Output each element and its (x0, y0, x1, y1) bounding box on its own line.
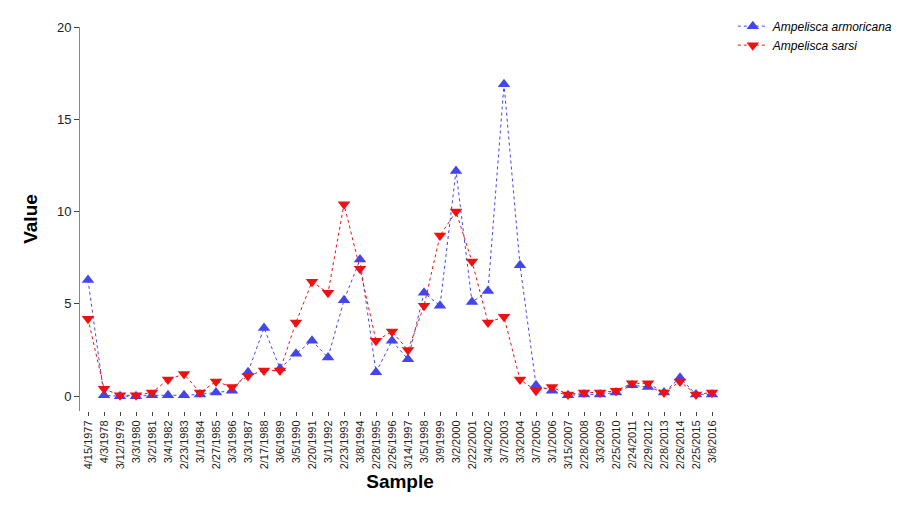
svg-text:3/3/2009: 3/3/2009 (594, 420, 606, 463)
svg-text:2/23/1983: 2/23/1983 (178, 420, 190, 469)
svg-text:3/4/1982: 3/4/1982 (162, 420, 174, 463)
svg-text:3/5/1998: 3/5/1998 (418, 420, 430, 463)
svg-text:3/5/1990: 3/5/1990 (290, 420, 302, 463)
svg-text:3/1/2006: 3/1/2006 (546, 420, 558, 463)
svg-text:2/28/1995: 2/28/1995 (370, 420, 382, 469)
svg-text:3/8/2016: 3/8/2016 (706, 420, 718, 463)
svg-text:3/3/2004: 3/3/2004 (514, 420, 526, 463)
svg-text:3/2/1981: 3/2/1981 (146, 420, 158, 463)
svg-text:Value: Value (20, 194, 41, 244)
svg-text:2/27/1985: 2/27/1985 (210, 420, 222, 469)
svg-text:20: 20 (57, 20, 71, 35)
svg-text:5: 5 (64, 296, 71, 311)
svg-text:4/3/1978: 4/3/1978 (98, 420, 110, 463)
svg-text:Ampelisca armoricana: Ampelisca armoricana (772, 20, 892, 34)
svg-text:Sample: Sample (366, 471, 434, 492)
svg-text:3/12/1979: 3/12/1979 (114, 420, 126, 469)
svg-text:4/15/1977: 4/15/1977 (82, 420, 94, 469)
svg-text:3/3/1986: 3/3/1986 (226, 420, 238, 463)
svg-text:3/14/1997: 3/14/1997 (402, 420, 414, 469)
svg-text:2/20/1991: 2/20/1991 (306, 420, 318, 469)
svg-text:2/25/2010: 2/25/2010 (610, 420, 622, 469)
svg-text:10: 10 (57, 204, 71, 219)
svg-text:3/7/2005: 3/7/2005 (530, 420, 542, 463)
svg-text:Ampelisca sarsi: Ampelisca sarsi (772, 39, 857, 53)
svg-text:3/7/2003: 3/7/2003 (498, 420, 510, 463)
svg-text:3/1/1984: 3/1/1984 (194, 420, 206, 463)
svg-text:2/28/2013: 2/28/2013 (658, 420, 670, 469)
svg-text:2/24/2011: 2/24/2011 (626, 420, 638, 468)
svg-text:3/4/2002: 3/4/2002 (482, 420, 494, 463)
svg-text:2/28/2008: 2/28/2008 (578, 420, 590, 469)
svg-text:3/1/1992: 3/1/1992 (322, 420, 334, 463)
svg-text:3/3/1987: 3/3/1987 (242, 420, 254, 463)
svg-text:3/9/1999: 3/9/1999 (434, 420, 446, 463)
svg-text:0: 0 (64, 389, 71, 404)
svg-text:3/3/1980: 3/3/1980 (130, 420, 142, 463)
svg-text:2/22/2001: 2/22/2001 (466, 420, 478, 469)
svg-text:15: 15 (57, 112, 71, 127)
svg-text:2/25/2015: 2/25/2015 (690, 420, 702, 469)
svg-text:3/6/1989: 3/6/1989 (274, 420, 286, 463)
svg-text:2/29/2012: 2/29/2012 (642, 420, 654, 469)
svg-text:2/26/1996: 2/26/1996 (386, 420, 398, 469)
svg-text:3/15/2007: 3/15/2007 (562, 420, 574, 469)
svg-text:3/2/2000: 3/2/2000 (450, 420, 462, 463)
svg-text:2/17/1988: 2/17/1988 (258, 420, 270, 469)
svg-text:3/8/1994: 3/8/1994 (354, 420, 366, 463)
svg-text:2/23/1993: 2/23/1993 (338, 420, 350, 469)
svg-text:2/26/2014: 2/26/2014 (674, 420, 686, 469)
